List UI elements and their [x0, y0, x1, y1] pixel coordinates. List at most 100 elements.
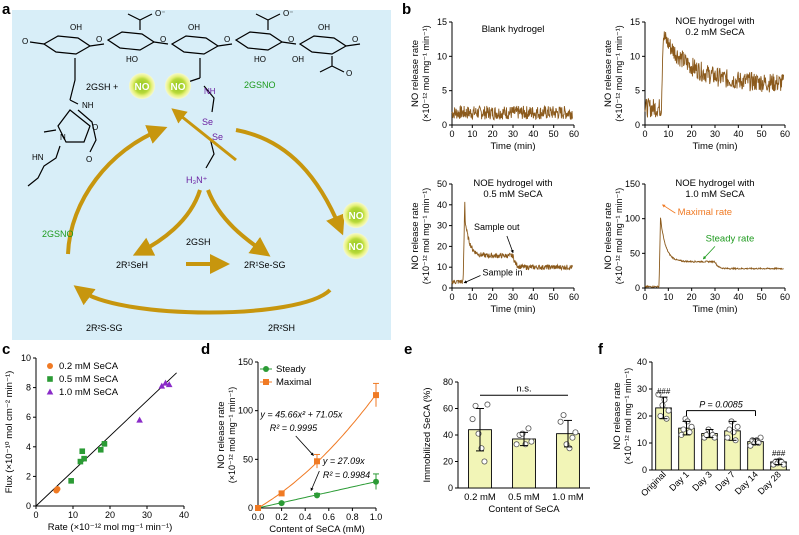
y-axis-label-units: (×10⁻¹² mol mg⁻¹ min⁻¹): [623, 368, 633, 465]
arrow-to-r1sesg: [206, 189, 271, 257]
legend-label: 0.5 mM SeCA: [59, 374, 119, 385]
data-point: [659, 402, 666, 409]
data-point: [79, 448, 86, 455]
y-axis-label-units: (×10⁻¹² mol mg⁻¹ min⁻¹): [614, 25, 624, 122]
series-0.2 mM SeCA: 0.2 mM SeCA: [47, 361, 119, 494]
trace-line: [451, 104, 574, 121]
polymer-atoms: O O O O O O OH OH OH HO HO OH O⁻ O⁻ O NH…: [22, 9, 358, 164]
y-tick-label: 40: [637, 357, 647, 367]
arrow-sample-out: [506, 235, 514, 254]
data-point: [373, 478, 379, 485]
x-tick-label: 30: [508, 292, 518, 302]
arrow-maximal-eq: [295, 435, 314, 456]
data-point: [688, 423, 695, 430]
atom-oh3: OH: [318, 23, 330, 32]
category-label: 1.0 mM: [552, 492, 584, 503]
significance-label: n.s.: [516, 383, 531, 394]
panel-d-chart: 0.0 0.2 0.4 0.6 0.8 1.0 0 50 100 150 Content of Se…: [216, 357, 382, 535]
svg-text:NO: NO: [349, 211, 364, 222]
x-tick-label: 0.2: [275, 512, 288, 522]
arrow-sample-in: [463, 275, 481, 284]
y-tick-label: 0: [448, 483, 453, 493]
arrow-steady: [702, 246, 716, 260]
y-tick-label: 15: [630, 17, 640, 27]
atom-o5: O: [352, 35, 358, 44]
y-tick-label: 30: [637, 384, 647, 394]
atom-o-imide1: O: [92, 123, 98, 132]
bar-group-1.0 mM: 1.0 mM: [552, 412, 584, 503]
atom-se1: Se: [202, 117, 213, 127]
legend-label: 1.0 mM SeCA: [59, 387, 119, 398]
label-2r2ssg: 2R²S-SG: [86, 323, 123, 333]
atom-ho1: HO: [126, 55, 138, 64]
x-tick-label: 50: [549, 292, 559, 302]
y-axis-label-units: (×10⁻¹² mol mg⁻¹ min⁻¹): [421, 25, 431, 122]
data-point: [158, 382, 166, 389]
arrow-bottom: [73, 285, 332, 315]
atom-nh2: NH: [204, 87, 216, 96]
y-axis-label: Flux (×10⁻¹⁰ mol cm⁻² min⁻¹): [4, 371, 15, 494]
atom-oh2: OH: [188, 23, 200, 32]
atom-n: N: [60, 133, 66, 142]
x-tick-label: 0: [642, 129, 647, 139]
atom-o6: O: [346, 69, 352, 78]
x-tick-label: 10: [663, 292, 673, 302]
series-Steady: Steady: [255, 364, 379, 511]
y-tick-label: 10: [437, 51, 447, 61]
fit-line: [35, 372, 177, 507]
x-tick-label: 20: [687, 129, 697, 139]
label-2r1sesg: 2R¹Se-SG: [244, 260, 286, 270]
y-tick-label: 10: [637, 438, 647, 448]
y-axis-label: NO release rate: [603, 202, 614, 269]
y-tick-label: 0: [26, 501, 31, 511]
data-point: [472, 402, 479, 409]
x-tick-label: 40: [528, 292, 538, 302]
category-label: 0.5 mM: [508, 492, 540, 503]
y-tick-label: 4: [26, 442, 31, 452]
x-tick-label: 40: [528, 129, 538, 139]
data-point: [54, 485, 61, 492]
x-tick-label: 20: [687, 292, 697, 302]
y-tick-label: 20: [437, 241, 447, 251]
label-2r1seh: 2R¹SeH: [116, 260, 148, 270]
panel-b3-chart: 0 10 20 30 40 50 60 0 10 20 30 40 50 Time (min) NO rel…: [410, 178, 579, 315]
trace-line: [644, 31, 785, 118]
panel-title-2: 0.5 mM SeCA: [483, 189, 543, 200]
data-point: [569, 434, 576, 441]
data-point: [655, 391, 662, 398]
x-tick-label: 50: [549, 129, 559, 139]
x-axis-label: Content of SeCA: [488, 504, 560, 515]
data-point: [680, 426, 687, 433]
atom-oh4: OH: [292, 55, 304, 64]
arrow-gsno: [171, 108, 237, 162]
data-point: [81, 455, 87, 462]
atom-nh3: H₃N⁺: [186, 175, 208, 185]
x-tick-label: 10: [68, 510, 78, 520]
panel-label-d: d: [201, 341, 210, 358]
data-point: [513, 441, 520, 448]
equation-steady: y = 27.09x: [322, 456, 365, 466]
x-tick-label: 30: [710, 292, 720, 302]
panel-title-2: 0.2 mM SeCA: [685, 27, 745, 38]
pvalue-label: P = 0.0085: [699, 400, 743, 410]
y-tick-label: 150: [625, 179, 640, 189]
data-point: [469, 416, 476, 423]
data-point: [165, 381, 173, 388]
x-tick-label: 30: [508, 129, 518, 139]
data-point: [528, 438, 535, 445]
arrow-steady-eq: [310, 470, 320, 492]
panel-label-b: b: [402, 1, 411, 18]
y-tick-label: 0: [442, 283, 447, 293]
y-tick-label: 50: [630, 248, 640, 258]
x-tick-label: 0.4: [299, 512, 312, 522]
y-tick-label: 20: [637, 411, 647, 421]
y-tick-label: 0: [442, 120, 447, 130]
x-tick-label: 50: [757, 292, 767, 302]
atom-coo1: O⁻: [155, 9, 165, 18]
arrow-maximal: [661, 204, 676, 214]
y-axis-label: NO release rate: [410, 40, 421, 107]
no-bubble-3: NO: [343, 202, 369, 228]
x-tick-label: 30: [710, 129, 720, 139]
panel-f-chart: 0 10 20 30 40 NO release rate (×10⁻¹² mol mg⁻¹…: [612, 357, 790, 498]
